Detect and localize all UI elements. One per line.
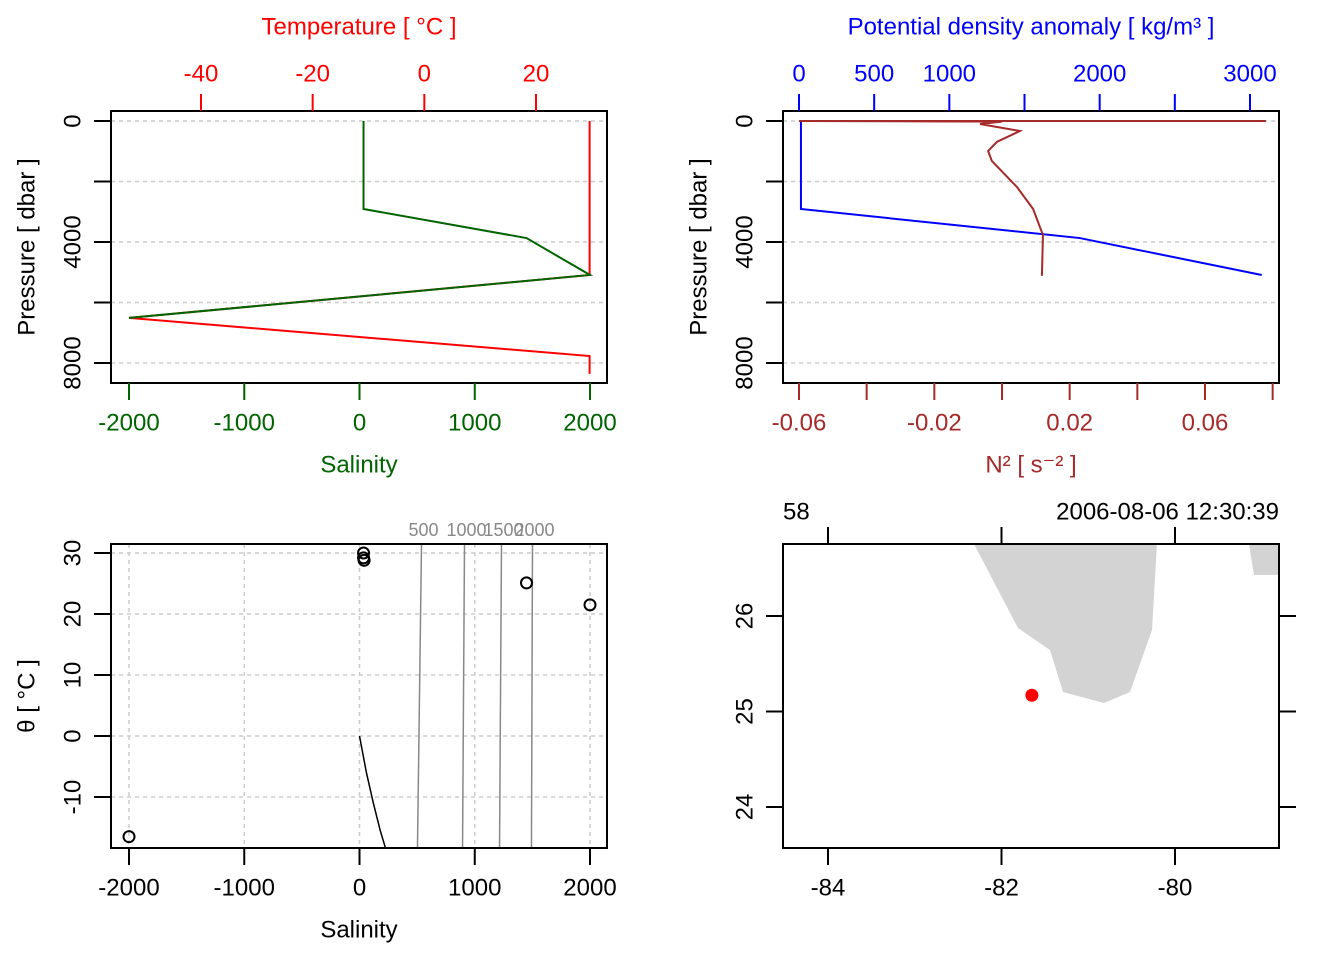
plot-frame (110, 110, 608, 384)
top-axis-title: Temperature [ °C ] (262, 14, 457, 41)
isopycnal-contour (498, 543, 503, 849)
isopycnal-label: 1500 (483, 520, 523, 540)
bottom-tick-label: 0 (353, 875, 366, 902)
left-tick-label: 4000 (732, 215, 759, 268)
bottom-tick-label: 0.02 (1046, 410, 1093, 437)
left-tick-label: 30 (60, 540, 87, 567)
station-datetime: 2006-08-06 12:30:39 (1056, 499, 1279, 526)
bottom-axis-title: N² [ s⁻² ] (985, 452, 1076, 479)
top-tick-label: -40 (184, 61, 219, 88)
top-axis-title: Potential density anomaly [ kg/m³ ] (848, 14, 1215, 41)
top-tick-label: 3000 (1223, 61, 1276, 88)
ts-point (519, 576, 533, 590)
top-tick-label: 1000 (923, 61, 976, 88)
bottom-tick-label: -1000 (214, 875, 275, 902)
left-tick-label: 25 (732, 698, 759, 725)
coastline-land (974, 544, 1157, 704)
left-tick-label: 10 (60, 662, 87, 689)
bottom-tick-label: 2000 (563, 875, 616, 902)
left-tick-label: 20 (60, 601, 87, 628)
bottom-tick-label: -2000 (98, 875, 159, 902)
bottom-axis-title: Salinity (320, 917, 397, 944)
top-tick-label: 500 (854, 61, 894, 88)
density-line (799, 121, 1262, 276)
temperature-line (128, 121, 591, 374)
left-tick-label: 0 (60, 729, 87, 742)
left-tick-label: 0 (732, 114, 759, 127)
ts-point (583, 598, 597, 612)
left-tick-label: 24 (732, 794, 759, 821)
bottom-tick-label: -82 (984, 875, 1019, 902)
bottom-tick-label: -2000 (98, 410, 159, 437)
ts-point (122, 830, 136, 844)
isopycnal-label: 2000 (514, 520, 554, 540)
left-axis-title: θ [ °C ] (14, 659, 41, 733)
map-frame (782, 543, 1280, 849)
bottom-tick-label: -0.06 (772, 410, 827, 437)
bottom-tick-label: -1000 (214, 410, 275, 437)
top-tick-label: -20 (295, 61, 330, 88)
temperature-salinity-profile: -40 -20 0 20 Temperature [ °C ] -2000 -1000 0 10… (14, 14, 617, 479)
isopycnal-label: 1000 (446, 520, 486, 540)
isopycnal-contour (530, 543, 534, 849)
freezing-line (358, 735, 387, 849)
left-tick-label: 8000 (60, 336, 87, 389)
coastline-land (1248, 544, 1279, 575)
left-tick-label: 8000 (732, 336, 759, 389)
left-axis-title: Pressure [ dbar ] (686, 158, 713, 335)
ts-point (357, 546, 371, 560)
bottom-tick-label: -0.02 (907, 410, 962, 437)
bottom-tick-label: 0.06 (1182, 410, 1229, 437)
top-tick-label: 0 (418, 61, 431, 88)
left-tick-label: 4000 (60, 215, 87, 268)
density-n2-profile: 0 500 1000 2000 3000 Potential density anomal… (686, 14, 1280, 479)
bottom-tick-label: -80 (1158, 875, 1193, 902)
bottom-tick-label: 1000 (448, 410, 501, 437)
n2-line (798, 120, 1266, 276)
bottom-tick-label: -84 (811, 875, 846, 902)
station-map: -84 -82 -80 26 25 24 58 2006-08-06 12:30:39 (732, 499, 1296, 902)
isopycnal-contour (461, 543, 466, 849)
isopycnal-label: 500 (408, 520, 438, 540)
top-tick-label: 20 (523, 61, 550, 88)
left-tick-label: 0 (60, 114, 87, 127)
bottom-tick-label: 2000 (563, 410, 616, 437)
station-label: 58 (783, 499, 810, 526)
salinity-line (128, 121, 594, 319)
left-tick-label: 26 (732, 603, 759, 630)
top-tick-label: 0 (792, 61, 805, 88)
left-tick-label: -10 (60, 780, 87, 815)
ts-point (357, 553, 371, 567)
left-axis-title: Pressure [ dbar ] (14, 158, 41, 335)
isopycnal-contour (416, 543, 423, 849)
bottom-tick-label: 0 (353, 410, 366, 437)
top-tick-label: 2000 (1073, 61, 1126, 88)
bottom-axis-title: Salinity (320, 452, 397, 479)
station-marker (1025, 688, 1039, 702)
bottom-tick-label: 1000 (448, 875, 501, 902)
plot-frame (782, 110, 1280, 384)
